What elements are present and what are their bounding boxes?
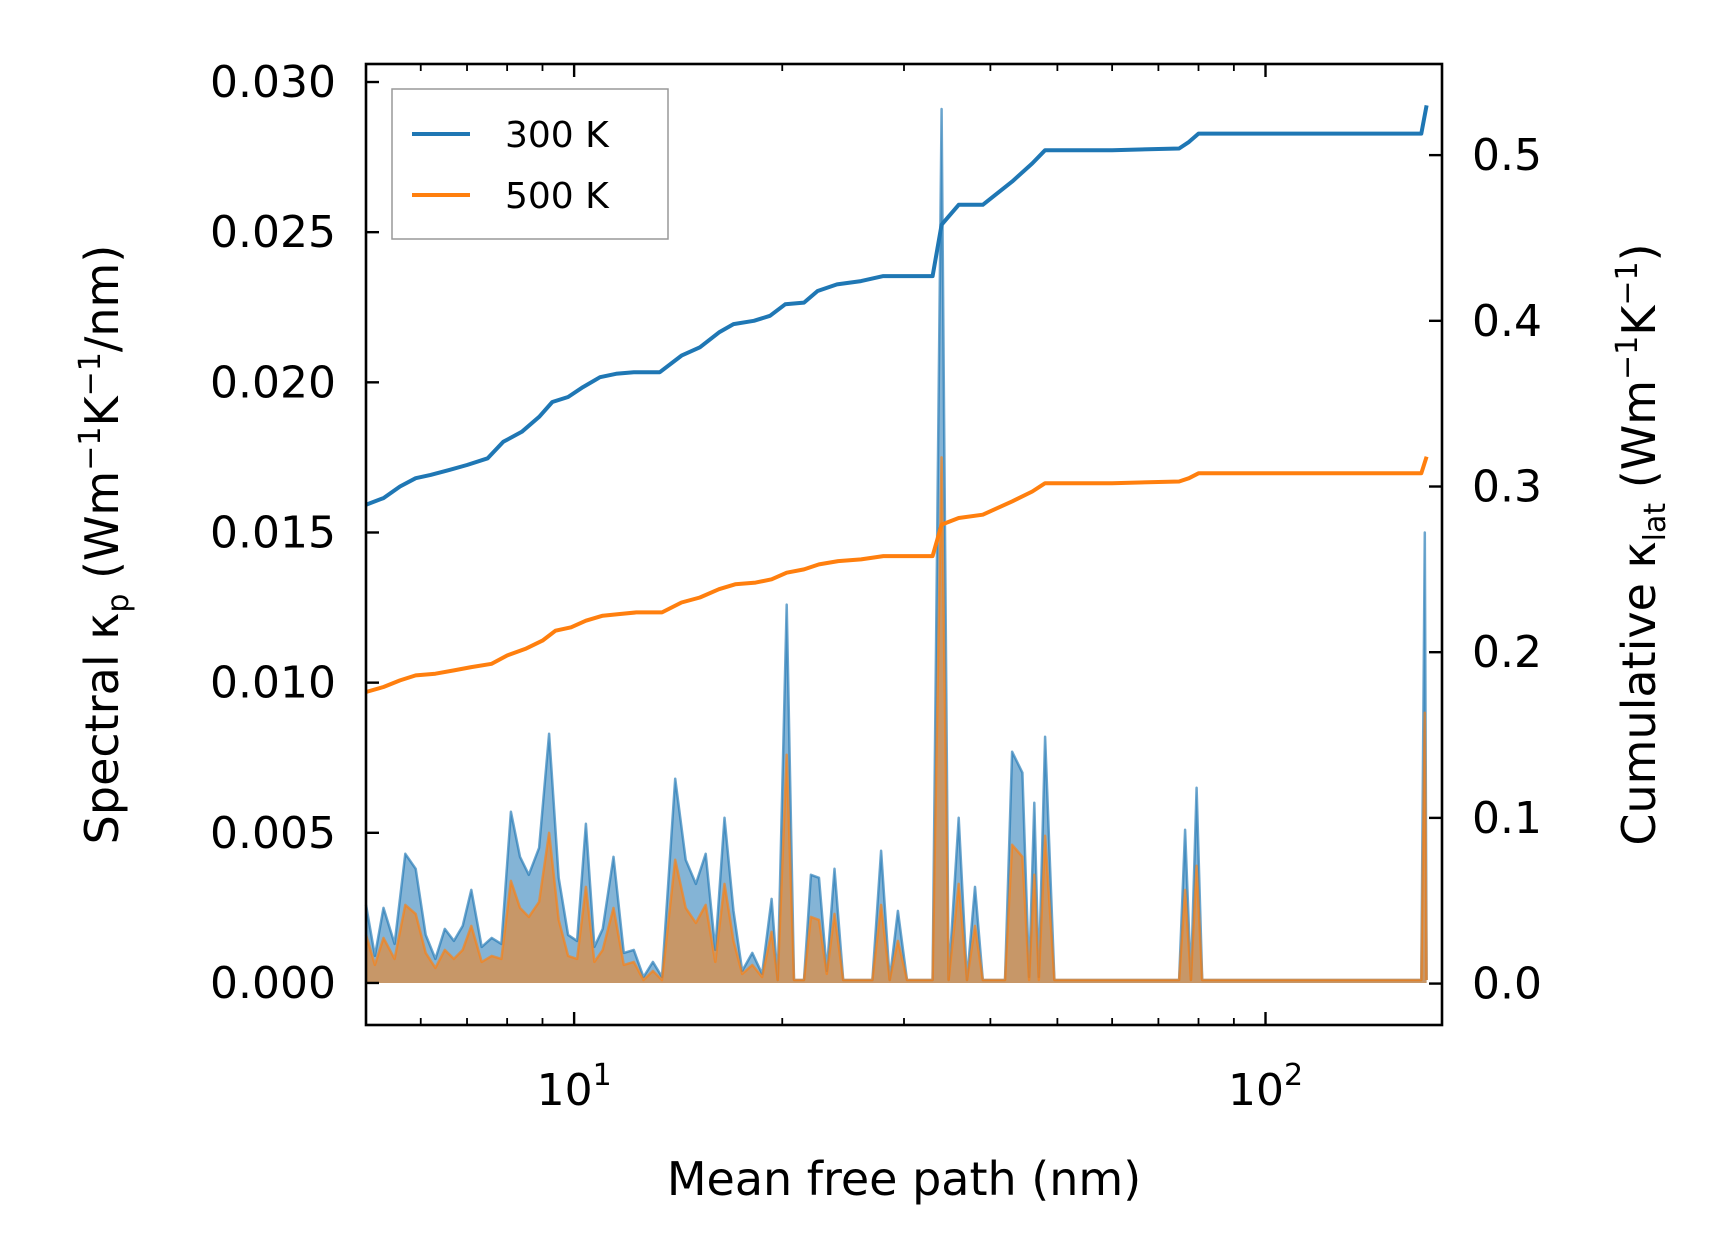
x-tick-exponent: 2 — [1284, 1058, 1303, 1093]
spectral-line-500k — [364, 456, 1428, 982]
ticks: 0.000 0.005 0.010 0.015 0.020 0.025 0.030 0.0 0.… — [210, 57, 1542, 1116]
legend-label: 500 K — [505, 176, 610, 217]
y-right-label-part: (Wm — [1612, 380, 1666, 503]
y-right-tick-label: 0.0 — [1472, 959, 1542, 1010]
y-left-tick-label: 0.005 — [210, 808, 336, 859]
y-right-label-part: Cumulative κ — [1612, 541, 1666, 845]
x-tick-base: 10 — [1228, 1065, 1284, 1116]
y-left-label-part: (Wm — [75, 471, 129, 594]
legend-label: 300 K — [505, 115, 610, 156]
y-left-tick-label: 0.015 — [210, 507, 336, 558]
x-tick-label: 101 — [537, 1058, 612, 1116]
x-tick-label: 102 — [1228, 1058, 1303, 1116]
spectral-fills — [364, 107, 1428, 983]
cumulative-lines — [365, 105, 1429, 694]
y-right-label-part: K — [1612, 304, 1666, 336]
y-axis-right-label: Cumulative κlat (Wm−1K−1) — [1610, 243, 1673, 845]
y-left-label-sup: −1 — [73, 352, 108, 396]
y-left-label-sup: −1 — [73, 427, 108, 471]
y-right-label-sup: −1 — [1610, 261, 1645, 305]
y-left-label-part: Spectral κ — [75, 613, 129, 845]
y-left-tick-label: 0.020 — [210, 357, 336, 408]
y-left-tick-label: 0.010 — [210, 658, 336, 709]
y-right-label-sup: −1 — [1610, 336, 1645, 380]
legend: 300 K 500 K — [391, 88, 669, 240]
y-left-label-part: /nm) — [75, 245, 129, 352]
y-left-label-part: K — [75, 395, 129, 427]
legend-box — [391, 88, 669, 240]
plot-area — [364, 105, 1429, 983]
cumulative-line-500k — [365, 456, 1429, 694]
y-left-label-sub: p — [101, 594, 136, 613]
cumulative-line-300k — [365, 105, 1429, 507]
y-left-tick-label: 0.030 — [210, 57, 336, 108]
y-right-tick-label: 0.2 — [1472, 627, 1542, 678]
y-right-label-sub: lat — [1638, 503, 1673, 542]
y-left-tick-label: 0.000 — [210, 958, 336, 1009]
y-right-tick-label: 0.1 — [1472, 793, 1542, 844]
y-left-tick-label: 0.025 — [210, 207, 336, 258]
y-right-label-part: ) — [1612, 243, 1666, 261]
y-right-tick-label: 0.4 — [1472, 296, 1542, 347]
spectral-line-300k — [364, 107, 1428, 982]
x-axis-label: Mean free path (nm) — [667, 1152, 1141, 1206]
y-right-tick-label: 0.5 — [1472, 130, 1542, 181]
x-tick-exponent: 1 — [593, 1058, 612, 1093]
x-tick-base: 10 — [537, 1065, 593, 1116]
y-right-tick-label: 0.3 — [1472, 462, 1542, 513]
y-axis-left-label: Spectral κp (Wm−1K−1/nm) — [73, 245, 136, 845]
